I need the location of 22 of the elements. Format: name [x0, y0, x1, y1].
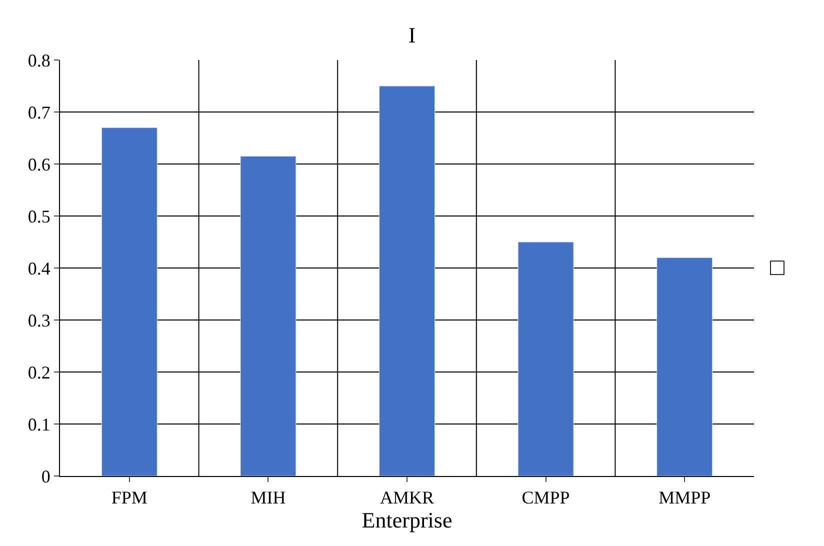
x-tick-label: AMKR	[380, 488, 434, 508]
bar	[378, 86, 436, 476]
bar	[518, 242, 574, 476]
chart-title: I	[408, 22, 416, 48]
y-tick-label: 0.6	[28, 154, 50, 174]
y-tick-label: 0.3	[28, 310, 50, 330]
y-tick-label: 0.8	[28, 50, 50, 70]
y-tick-label: 0.2	[28, 362, 50, 382]
x-tick-label: CMPP	[522, 488, 570, 508]
y-tick-label: 0	[41, 466, 50, 486]
y-tick-label: 0.1	[28, 414, 50, 434]
text: □	[770, 255, 785, 281]
bar	[101, 127, 158, 476]
x-tick-label: MMPP	[658, 488, 711, 508]
y-tick-label: 0.5	[28, 206, 50, 226]
x-axis-title: Enterprise	[362, 508, 452, 533]
bar	[656, 257, 713, 476]
x-tick-label: FPM	[111, 488, 148, 508]
x-tick-label: MIH	[250, 488, 286, 508]
bar	[240, 156, 296, 476]
y-tick-label: 0.7	[28, 102, 50, 122]
y-tick-label: 0.4	[28, 258, 50, 278]
